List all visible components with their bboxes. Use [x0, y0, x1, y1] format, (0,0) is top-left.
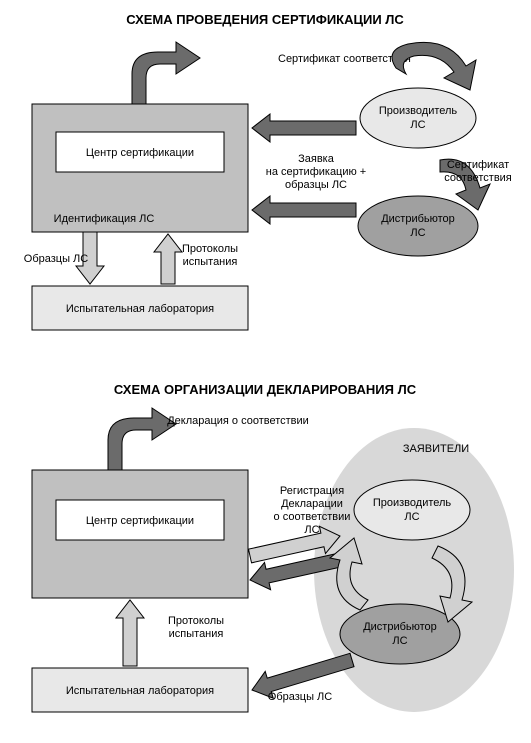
proto-1a: Протоколы [182, 243, 238, 255]
proto-2a: Протоколы [168, 615, 224, 627]
arrow-decl-out [108, 408, 176, 470]
cert-center-label-1: Центр сертификации [86, 147, 194, 159]
manuf-label-1b: ЛС [410, 119, 425, 131]
lab-label-2: Испытательная лаборатория [66, 685, 214, 697]
reg-b: Декларации [281, 498, 343, 510]
cert-center-label-2: Центр сертификации [86, 515, 194, 527]
distr-label-2a: Дистрибьютор [363, 621, 437, 633]
manuf-label-2b: ЛС [404, 511, 419, 523]
arrow-distr-to-center [252, 196, 356, 224]
reg-a: Регистрация [280, 485, 344, 497]
samples-label-1: Образцы ЛС [24, 253, 88, 265]
cert2-b: соответствия [444, 172, 512, 184]
reg-c: о соответствии [274, 511, 351, 523]
samples-label-2: Образцы ЛС [268, 691, 332, 703]
lab-label-1: Испытательная лаборатория [66, 303, 214, 315]
zayavka-c: образцы ЛС [285, 179, 347, 191]
title-1: СХЕМА ПРОВЕДЕНИЯ СЕРТИФИКАЦИИ ЛС [126, 12, 404, 27]
arrow-curl-manuf-1 [392, 42, 476, 90]
arrow-cert-out-1 [132, 42, 200, 104]
arrow-proto-up-2 [116, 600, 144, 666]
arrow-proto-up [154, 234, 182, 284]
manufacturer-2 [354, 480, 470, 540]
title-2: СХЕМА ОРГАНИЗАЦИИ ДЕКЛАРИРОВАНИЯ ЛС [114, 382, 417, 397]
distributor-2 [340, 604, 460, 664]
manuf-label-2a: Производитель [373, 497, 452, 509]
zayavka-a: Заявка [298, 153, 335, 165]
distr-label-1a: Дистрибьютор [381, 213, 455, 225]
arrow-manuf-to-center [252, 114, 356, 142]
decl-out-label: Декларация о соответствии [167, 415, 309, 427]
zayavka-b: на сертификацию + [266, 166, 366, 178]
reg-d: ЛС [304, 524, 319, 536]
label-cert-out-1: Сертификат соответствия [278, 53, 411, 65]
distributor-1 [358, 196, 478, 256]
applicants-label: ЗАЯВИТЕЛИ [403, 443, 469, 455]
manufacturer-1 [360, 88, 476, 148]
proto-2b: испытания [169, 628, 224, 640]
ident-label: Идентификация ЛС [54, 213, 155, 225]
proto-1b: испытания [183, 256, 238, 268]
distr-label-1b: ЛС [410, 227, 425, 239]
manuf-label-1a: Производитель [379, 105, 458, 117]
cert2-a: Сертификат [447, 159, 509, 171]
distr-label-2b: ЛС [392, 635, 407, 647]
